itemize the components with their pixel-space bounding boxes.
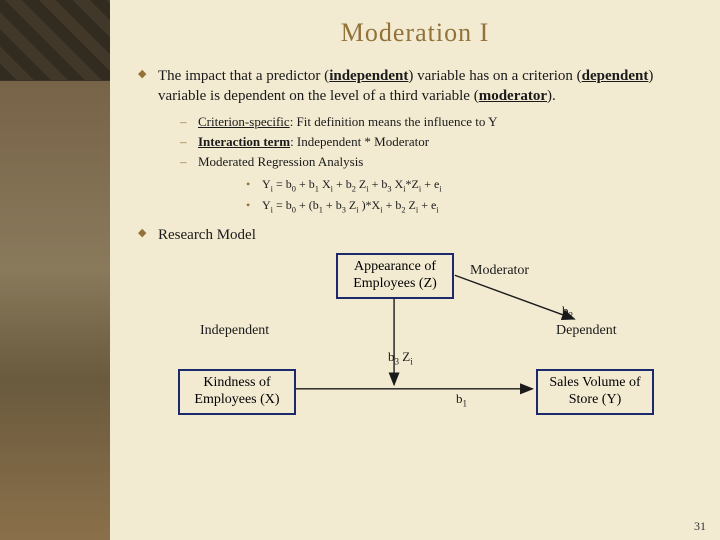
coef-b1: b1 bbox=[456, 391, 467, 409]
moderator-label: Moderator bbox=[470, 263, 529, 279]
equation-1: Yi = b0 + b1 Xi + b2 Zi + b3 Xi*Zi + ei bbox=[198, 175, 694, 196]
sub-interaction: Interaction term: Independent * Moderato… bbox=[158, 133, 694, 151]
slide-content: Moderation I The impact that a predictor… bbox=[110, 0, 720, 540]
equations: Yi = b0 + b1 Xi + b2 Zi + b3 Xi*Zi + ei … bbox=[198, 175, 694, 217]
coef-b2: b2 bbox=[562, 303, 573, 321]
coef-b3zi: b3 Zi bbox=[388, 349, 413, 367]
research-model-diagram: Appearance of Employees (Z) Moderator In… bbox=[136, 251, 694, 431]
sub-regression: Moderated Regression Analysis Yi = b0 + … bbox=[158, 153, 694, 217]
decorative-sidebar bbox=[0, 0, 110, 540]
moderator-box: Appearance of Employees (Z) bbox=[336, 253, 454, 299]
slide-title: Moderation I bbox=[136, 18, 694, 48]
dependent-box: Sales Volume of Store (Y) bbox=[536, 369, 654, 415]
bullet-definition: The impact that a predictor (independent… bbox=[136, 66, 694, 217]
independent-box: Kindness of Employees (X) bbox=[178, 369, 296, 415]
dependent-label: Dependent bbox=[556, 323, 617, 339]
page-number: 31 bbox=[694, 519, 706, 534]
independent-label: Independent bbox=[200, 323, 269, 339]
main-bullets: The impact that a predictor (independent… bbox=[136, 66, 694, 245]
equation-2: Yi = b0 + (b1 + b3 Zi )*Xi + b2 Zi + ei bbox=[198, 196, 694, 217]
sub-criterion: Criterion-specific: Fit definition means… bbox=[158, 113, 694, 131]
bullet-research-model: Research Model bbox=[136, 225, 694, 245]
sub-bullets: Criterion-specific: Fit definition means… bbox=[158, 113, 694, 218]
